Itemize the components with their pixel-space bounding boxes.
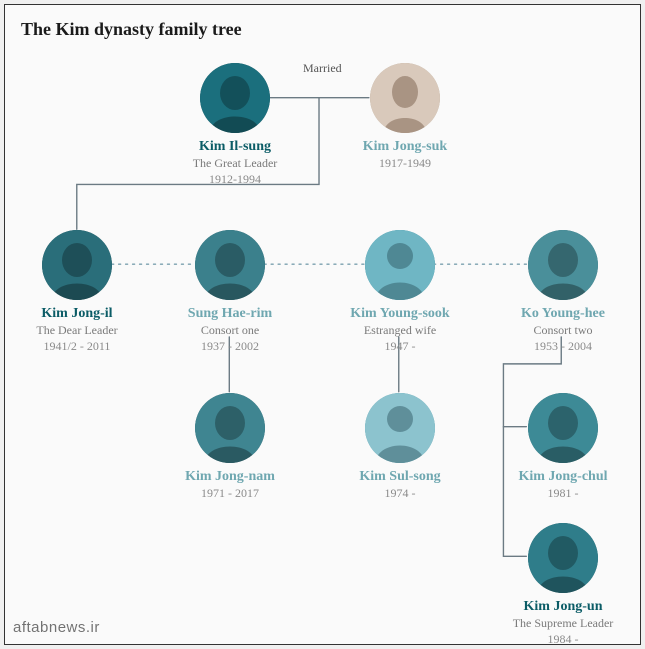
person-subtitle: The Supreme Leader (493, 616, 633, 631)
person-years: 1912-1994 (165, 172, 305, 187)
person-years: 1941/2 - 2011 (7, 339, 147, 354)
person-years: 1981 - (493, 486, 633, 501)
person-name: Kim Il-sung (165, 139, 305, 155)
portrait (42, 230, 112, 300)
person-years: 1947 - (330, 339, 470, 354)
person-kim-young-sook: Kim Young-sookEstranged wife1947 - (330, 230, 470, 354)
person-name: Kim Jong-suk (335, 139, 475, 155)
watermark: aftabnews.ir (13, 619, 100, 636)
person-name: Kim Jong-il (7, 306, 147, 322)
portrait (365, 230, 435, 300)
person-years: 1971 - 2017 (160, 486, 300, 501)
person-ko-young-hee: Ko Young-heeConsort two1953 - 2004 (493, 230, 633, 354)
person-subtitle: Estranged wife (330, 323, 470, 338)
person-kim-jong-il: Kim Jong-ilThe Dear Leader1941/2 - 2011 (7, 230, 147, 354)
portrait (528, 523, 598, 593)
person-kim-jong-un: Kim Jong-unThe Supreme Leader1984 - (493, 523, 633, 645)
portrait (528, 230, 598, 300)
portrait (195, 393, 265, 463)
portrait (365, 393, 435, 463)
person-kim-jong-chul: Kim Jong-chul1981 - (493, 393, 633, 501)
person-years: 1974 - (330, 486, 470, 501)
person-name: Sung Hae-rim (160, 306, 300, 322)
person-kim-sul-song: Kim Sul-song1974 - (330, 393, 470, 501)
person-name: Kim Sul-song (330, 469, 470, 485)
person-years: 1937 - 2002 (160, 339, 300, 354)
page-title: The Kim dynasty family tree (21, 19, 242, 40)
person-name: Kim Jong-chul (493, 469, 633, 485)
person-name: Kim Jong-nam (160, 469, 300, 485)
person-kim-jong-suk: Kim Jong-suk1917-1949 (335, 63, 475, 171)
person-kim-jong-nam: Kim Jong-nam1971 - 2017 (160, 393, 300, 501)
person-name: Kim Young-sook (330, 306, 470, 322)
portrait (528, 393, 598, 463)
person-years: 1917-1949 (335, 156, 475, 171)
person-subtitle: The Dear Leader (7, 323, 147, 338)
person-subtitle: The Great Leader (165, 156, 305, 171)
person-years: 1953 - 2004 (493, 339, 633, 354)
person-subtitle: Consort one (160, 323, 300, 338)
person-name: Kim Jong-un (493, 599, 633, 615)
person-name: Ko Young-hee (493, 306, 633, 322)
portrait (195, 230, 265, 300)
person-subtitle: Consort two (493, 323, 633, 338)
person-sung-hae-rim: Sung Hae-rimConsort one1937 - 2002 (160, 230, 300, 354)
family-tree-frame: The Kim dynasty family tree Married Kim … (4, 4, 641, 645)
person-years: 1984 - (493, 632, 633, 645)
person-kim-il-sung: Kim Il-sungThe Great Leader1912-1994 (165, 63, 305, 187)
portrait (370, 63, 440, 133)
portrait (200, 63, 270, 133)
